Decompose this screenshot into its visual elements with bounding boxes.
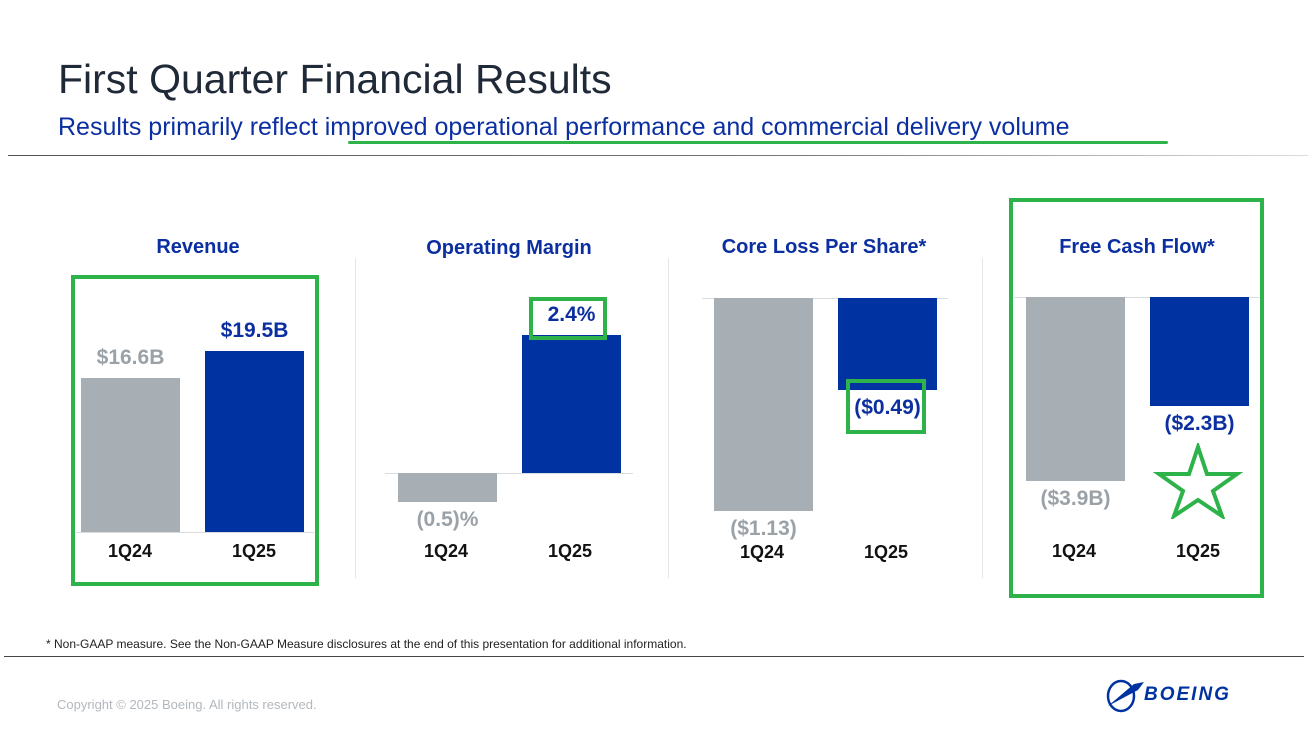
footnote: * Non-GAAP measure. See the Non-GAAP Mea… <box>46 637 687 651</box>
revenue-value-label-1q25: $19.5B <box>220 318 289 342</box>
subtitle-prefix: Results primarily reflect <box>58 113 325 141</box>
operating-margin-value-label-1q24: (0.5)% <box>416 507 479 531</box>
boeing-logo: BOEING <box>1104 676 1264 716</box>
revenue-highlight-box <box>71 275 319 586</box>
revenue-category-label-1q24: 1Q24 <box>107 541 153 561</box>
subtitle-highlight: improved operational performance and com… <box>324 113 1070 141</box>
column-divider <box>668 258 669 578</box>
margin-value-highlight-box <box>529 297 607 340</box>
core-loss-per-share-category-label-1q25: 1Q25 <box>863 542 909 562</box>
free-cash-flow-value-label-1q24: ($3.9B) <box>1040 487 1111 511</box>
core-loss-per-share-zero-line <box>702 298 948 299</box>
copyright: Copyright © 2025 Boeing. All rights rese… <box>57 697 317 712</box>
operating-margin-category-label-1q25: 1Q25 <box>547 541 593 561</box>
free-cash-flow-category-label-1q24: 1Q24 <box>1051 541 1097 561</box>
fcf-highlight-box <box>1009 198 1264 598</box>
footer-divider <box>4 656 1304 657</box>
core-loss-per-share-bar-1q24 <box>714 298 813 511</box>
free-cash-flow-category-label-1q25: 1Q25 <box>1175 541 1221 561</box>
eps-value-highlight-box <box>846 379 926 434</box>
highlight-underline <box>348 141 1168 144</box>
page-title: First Quarter Financial Results <box>58 56 612 102</box>
revenue-bar-1q25 <box>205 350 304 532</box>
core-loss-per-share-bar-1q25 <box>838 298 937 391</box>
boeing-logo-text: BOEING <box>1144 684 1231 705</box>
operating-margin-category-label-1q24: 1Q24 <box>423 541 469 561</box>
free-cash-flow-value-label-1q25: ($2.3B) <box>1164 411 1235 435</box>
operating-margin-bar-1q24 <box>398 473 497 502</box>
operating-margin-bar-1q25 <box>522 334 621 473</box>
revenue-value-label-1q24: $16.6B <box>96 345 165 369</box>
core-loss-per-share-value-label-1q24: ($1.13) <box>730 517 797 540</box>
core-loss-chart-title: Core Loss Per Share* <box>721 236 927 258</box>
revenue-bar-1q24 <box>81 377 180 532</box>
star-icon <box>1152 443 1244 519</box>
free-cash-flow-bar-1q24 <box>1026 297 1125 482</box>
operating-margin-chart-title: Operating Margin <box>426 237 592 259</box>
column-divider <box>982 258 983 578</box>
core-loss-per-share-category-label-1q24: 1Q24 <box>739 542 785 562</box>
free-cash-flow-chart-title: Free Cash Flow* <box>1059 236 1215 258</box>
page-subtitle: Results primarily reflect improved opera… <box>58 113 1070 142</box>
operating-margin-value-label-1q25: 2.4% <box>547 302 596 326</box>
revenue-zero-line <box>76 532 314 533</box>
free-cash-flow-bar-1q25 <box>1150 297 1249 406</box>
boeing-emblem-icon <box>1106 679 1144 713</box>
core-loss-per-share-value-label-1q25: ($0.49) <box>854 396 921 420</box>
revenue-chart-title: Revenue <box>156 236 240 258</box>
operating-margin-zero-line <box>385 473 633 474</box>
free-cash-flow-zero-line <box>1014 297 1260 298</box>
header-divider <box>8 155 1308 156</box>
column-divider <box>355 258 356 578</box>
revenue-category-label-1q25: 1Q25 <box>231 541 277 561</box>
